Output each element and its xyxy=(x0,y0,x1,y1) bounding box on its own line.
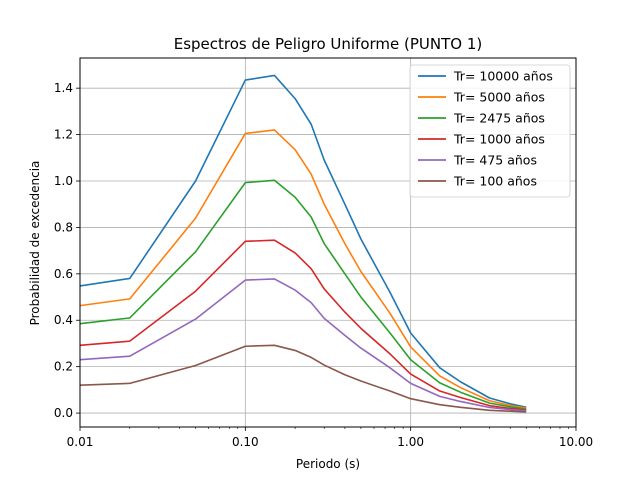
y-tick-label: 1.2 xyxy=(54,128,73,142)
legend-label-4: Tr= 475 años xyxy=(453,153,537,168)
legend-label-5: Tr= 100 años xyxy=(453,174,537,189)
series-line-1 xyxy=(79,129,527,409)
series-line-0 xyxy=(79,74,527,409)
y-tick-label: 0.6 xyxy=(54,267,73,281)
y-tick-label: 0.2 xyxy=(54,360,73,374)
x-tick-label: 1.00 xyxy=(397,435,424,449)
series-line-3 xyxy=(79,239,527,411)
legend-label-1: Tr= 5000 años xyxy=(453,90,545,105)
x-tick-label: 0.01 xyxy=(67,435,94,449)
legend-label-3: Tr= 1000 años xyxy=(453,132,545,147)
legend-label-2: Tr= 2475 años xyxy=(453,111,545,126)
series-lines xyxy=(79,74,527,413)
legend-box xyxy=(409,64,571,198)
plot-area-frame xyxy=(79,57,577,428)
series-line-5 xyxy=(79,344,527,413)
chart-title: Espectros de Peligro Uniforme (PUNTO 1) xyxy=(174,35,483,53)
y-tick-label: 0.4 xyxy=(54,313,73,327)
y-tick-label: 1.0 xyxy=(54,174,73,188)
x-tick-label: 10.00 xyxy=(559,435,593,449)
legend: Tr= 10000 años Tr= 5000 años Tr= 2475 años… xyxy=(409,64,571,198)
series-line-4 xyxy=(79,278,527,412)
y-tick-label: 0.0 xyxy=(54,406,73,420)
legend-label-0: Tr= 10000 años xyxy=(453,69,553,84)
series-line-2 xyxy=(79,179,527,410)
y-tick-label: 0.8 xyxy=(54,220,73,234)
x-tick-label: 0.10 xyxy=(232,435,259,449)
axis-ticks: 0.01 0.10 1.00 10.00 0.0 0.2 0.4 0.6 0.8 1.0 1.2 1.… xyxy=(54,81,593,449)
y-tick-label: 1.4 xyxy=(54,81,73,95)
y-axis-label: Probabilidad de excedencia xyxy=(28,161,42,326)
x-axis-label: Periodo (s) xyxy=(296,457,360,471)
